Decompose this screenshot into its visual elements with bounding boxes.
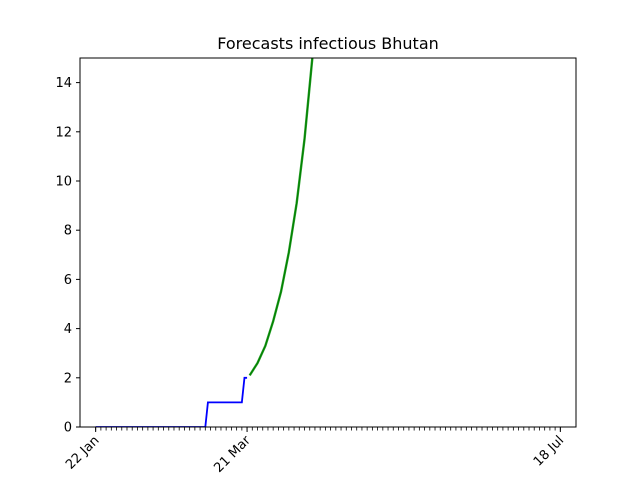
x-tick-label: 22 Jan — [63, 433, 102, 472]
series-layer — [95, 58, 314, 427]
y-tick-label: 2 — [64, 371, 72, 386]
y-tick-label: 4 — [64, 322, 72, 337]
forecast-series-band — [248, 58, 314, 376]
x-axis: 22 Jan 21 Mar 18 Jul — [63, 427, 567, 476]
y-tick-label: 6 — [64, 273, 72, 288]
chart-title: Forecasts infectious Bhutan — [217, 34, 439, 53]
y-tick-label: 8 — [64, 224, 72, 239]
y-tick-label: 14 — [55, 76, 72, 91]
observed-series-line — [95, 376, 248, 427]
forecast-series-line — [249, 58, 313, 376]
x-tick-label: 18 Jul — [531, 433, 567, 469]
y-axis: 0 2 4 6 8 10 12 14 — [55, 76, 80, 436]
y-tick-label: 10 — [55, 175, 72, 190]
y-tick-label: 0 — [64, 421, 72, 436]
y-tick-label: 12 — [55, 125, 72, 140]
x-tick-label: 21 Mar — [211, 433, 254, 476]
plot-frame — [79, 57, 577, 428]
